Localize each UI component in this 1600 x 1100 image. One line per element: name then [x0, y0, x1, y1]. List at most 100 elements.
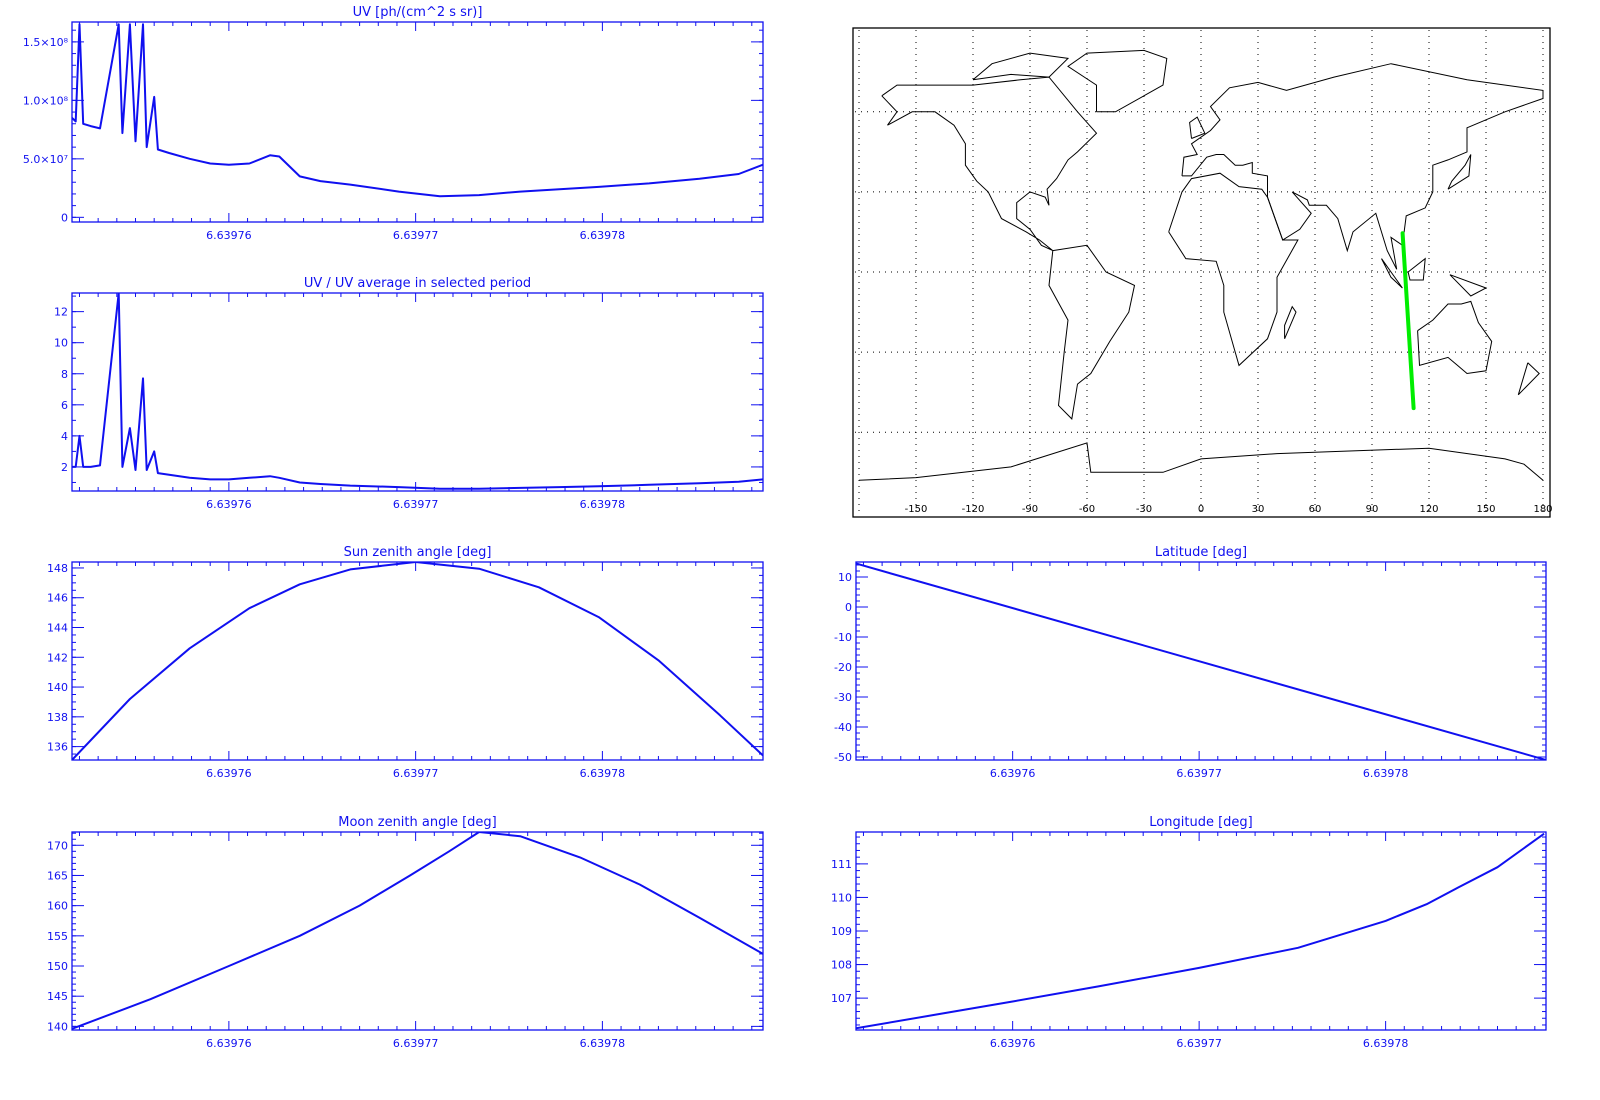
- y-tick-label: 8: [61, 368, 68, 381]
- plot-frame: [71, 831, 764, 1031]
- coastline-africa: [1168, 172, 1299, 367]
- coastline-japan: [1447, 154, 1472, 190]
- y-tick-label: 0: [845, 601, 852, 614]
- series-line-lat: [856, 562, 1546, 760]
- plot-uv: UV [ph/(cm^2 s sr)] 6.63976 6.63977 6.63978…: [23, 5, 764, 242]
- x-tick-label: 6.63976: [206, 229, 252, 242]
- y-tick-label: -10: [834, 631, 852, 644]
- plot-title: Sun zenith angle [deg]: [344, 545, 492, 560]
- longitude-label: 90: [1366, 504, 1379, 515]
- plot-frame: [855, 831, 1547, 1031]
- y-tick-label: 10: [838, 571, 852, 584]
- y-tick-label: 1.5×10⁸: [23, 36, 69, 49]
- y-tick-label: 155: [47, 930, 68, 943]
- longitude-label: 180: [1533, 504, 1552, 515]
- x-tick-label: 6.63978: [580, 767, 626, 780]
- y-tick-label: 150: [47, 960, 68, 973]
- y-tick-label: 2: [61, 461, 68, 474]
- y-tick-label: 5.0×10⁷: [23, 153, 68, 166]
- coastline-new-zealand: [1517, 362, 1540, 396]
- y-tick-label: 140: [47, 1020, 68, 1033]
- y-tick-label: 142: [47, 651, 68, 664]
- y-tick-label: 12: [54, 306, 68, 319]
- plot-title: Latitude [deg]: [1155, 545, 1247, 560]
- satellite-track: [1400, 231, 1416, 411]
- y-tick-label: -20: [834, 661, 852, 674]
- longitude-label: 0: [1198, 504, 1204, 515]
- coastline-new-guinea: [1449, 274, 1488, 297]
- x-tick-label: 6.63978: [580, 498, 626, 511]
- x-tick-label: 6.63977: [1176, 1037, 1222, 1050]
- plot-ratio: UV / UV average in selected period 6.6397…: [54, 276, 764, 511]
- y-tick-label: 146: [47, 592, 68, 605]
- plot-frame: [71, 292, 764, 492]
- series-line-uv: [72, 23, 763, 198]
- plot-lon: Longitude [deg] 6.63976 6.63977 6.63978 107 1…: [831, 815, 1547, 1050]
- longitude-label: -90: [1022, 504, 1038, 515]
- y-tick-label: 160: [47, 900, 68, 913]
- coastline-eurasia: [1181, 63, 1544, 270]
- coastline-antarctica: [858, 442, 1544, 481]
- x-tick-label: 6.63977: [1176, 767, 1222, 780]
- y-tick-label: 138: [47, 711, 68, 724]
- y-tick-label: -30: [834, 691, 852, 704]
- y-tick-label: -40: [834, 721, 852, 734]
- coastline-britain: [1189, 116, 1206, 139]
- longitude-label: -150: [905, 504, 928, 515]
- y-tick-label: 4: [61, 430, 68, 443]
- plot-title: Moon zenith angle [deg]: [338, 815, 496, 830]
- plot-title: UV / UV average in selected period: [304, 276, 531, 291]
- x-tick-label: 6.63977: [393, 229, 439, 242]
- map-frame: [852, 27, 1551, 518]
- y-tick-label: 1.0×10⁸: [23, 94, 69, 107]
- y-tick-label: 0: [61, 211, 68, 224]
- plot-title: Longitude [deg]: [1149, 815, 1252, 830]
- y-tick-label: 108: [831, 959, 852, 972]
- plot-sun: Sun zenith angle [deg] 6.63976 6.63977 6.63…: [47, 545, 764, 780]
- plot-frame: [71, 21, 764, 223]
- coastline-sumatra: [1381, 258, 1403, 289]
- x-tick-label: 6.63976: [206, 767, 252, 780]
- longitude-label: 150: [1476, 504, 1495, 515]
- coastline-canadian-arctic: [972, 52, 1070, 81]
- x-tick-label: 6.63976: [990, 1037, 1036, 1050]
- y-tick-label: 145: [47, 990, 68, 1003]
- plot-title: UV [ph/(cm^2 s sr)]: [353, 5, 483, 20]
- plots: UV [ph/(cm^2 s sr)] 6.63976 6.63977 6.63978…: [23, 5, 1547, 1050]
- x-tick-label: 6.63977: [393, 1037, 439, 1050]
- x-tick-label: 6.63978: [580, 229, 626, 242]
- longitude-label: -120: [962, 504, 985, 515]
- x-tick-label: 6.63976: [206, 498, 252, 511]
- series-line-ratio: [72, 293, 763, 490]
- x-tick-label: 6.63978: [1363, 1037, 1409, 1050]
- y-tick-label: 110: [831, 891, 852, 904]
- longitude-label: 120: [1419, 504, 1438, 515]
- y-tick-label: 170: [47, 839, 68, 852]
- coastline-north-america: [881, 76, 1098, 252]
- y-tick-label: 136: [47, 741, 68, 754]
- y-tick-label: -50: [834, 751, 852, 764]
- y-tick-label: 148: [47, 562, 68, 575]
- longitude-label: -30: [1136, 504, 1152, 515]
- series-line-moon: [72, 832, 763, 1030]
- coastline-south-america: [1048, 244, 1136, 420]
- x-tick-label: 6.63977: [393, 498, 439, 511]
- y-tick-label: 109: [831, 925, 852, 938]
- x-tick-label: 6.63978: [1363, 767, 1409, 780]
- y-tick-label: 144: [47, 622, 68, 635]
- world-map-panel: -150 -120 -90 -60 -30 0 30 60 90 120 150 180: [852, 27, 1553, 518]
- coastline-borneo: [1407, 257, 1426, 281]
- coastline-madagascar: [1284, 305, 1297, 339]
- y-tick-label: 165: [47, 869, 68, 882]
- plot-moon: Moon zenith angle [deg] 6.63976 6.63977 6.6…: [47, 815, 764, 1050]
- coastline-australia: [1417, 300, 1493, 375]
- y-tick-label: 140: [47, 681, 68, 694]
- y-tick-label: 6: [61, 399, 68, 412]
- x-tick-label: 6.63978: [580, 1037, 626, 1050]
- x-tick-label: 6.63977: [393, 767, 439, 780]
- plot-lat: Latitude [deg] 6.63976 6.63977 6.63978 -50 -4…: [834, 545, 1547, 780]
- y-tick-label: 10: [54, 337, 68, 350]
- x-tick-label: 6.63976: [990, 767, 1036, 780]
- y-tick-label: 111: [831, 858, 852, 871]
